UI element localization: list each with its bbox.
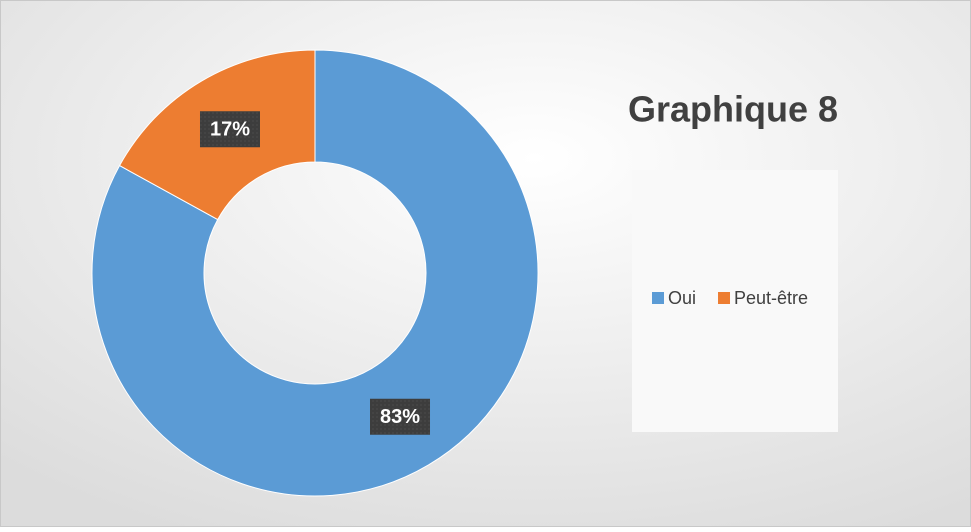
data-label-box (370, 398, 431, 435)
legend-swatch (718, 292, 731, 304)
data-label-box (199, 111, 260, 148)
data-label: 17% (210, 119, 250, 141)
legend-label: Oui (668, 288, 696, 308)
data-label: 83% (380, 406, 420, 428)
legend-label: Peut-être (734, 288, 808, 308)
slice (91, 49, 539, 497)
legend-box (632, 170, 838, 432)
chart-title: Graphique 8 (628, 89, 838, 130)
legend-swatch (652, 292, 664, 304)
